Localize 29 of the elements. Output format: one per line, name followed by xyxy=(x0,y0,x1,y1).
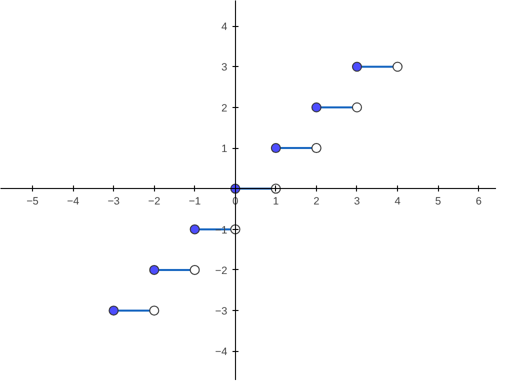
x-tick-label: −1 xyxy=(188,196,201,208)
x-tick-label: 4 xyxy=(394,196,401,208)
y-tick-label: 1 xyxy=(221,143,228,156)
point xyxy=(311,143,322,154)
point xyxy=(270,143,281,154)
x-tick-label: 6 xyxy=(476,196,482,208)
point xyxy=(352,62,362,72)
point xyxy=(190,264,200,275)
y-tick-label: 3 xyxy=(221,62,228,74)
point xyxy=(108,306,119,316)
point xyxy=(190,224,200,234)
point xyxy=(352,102,362,112)
point xyxy=(392,62,403,72)
x-tick-label: 3 xyxy=(354,196,360,208)
y-tick-label: −3 xyxy=(215,306,228,318)
point xyxy=(311,102,322,112)
y-tick-label: 2 xyxy=(221,102,228,114)
y-tick-label: 4 xyxy=(221,21,228,34)
x-tick-label: 2 xyxy=(313,196,320,208)
x-tick-label: −5 xyxy=(26,196,39,208)
x-tick-label: 1 xyxy=(272,196,279,208)
x-tick-label: −2 xyxy=(148,196,160,208)
x-tick-label: −3 xyxy=(108,196,120,208)
x-tick-label: 5 xyxy=(435,196,442,208)
y-tick-label: −4 xyxy=(215,346,228,358)
point xyxy=(149,264,160,275)
point xyxy=(149,306,160,316)
x-tick-label: −4 xyxy=(67,196,80,208)
y-tick-label: −2 xyxy=(215,264,228,277)
